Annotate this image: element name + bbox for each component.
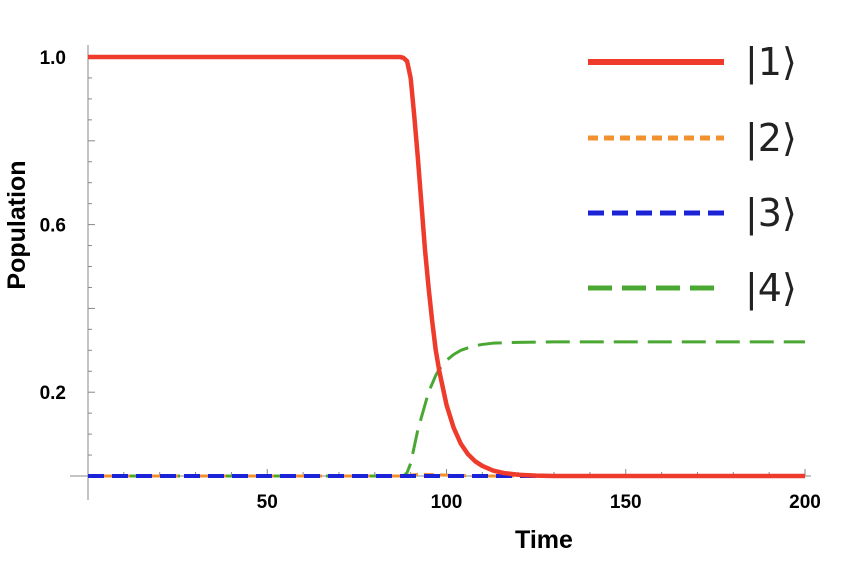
x-tick-label: 50 [257,492,278,513]
legend-label-2: |2⟩ [745,116,797,161]
legend-label-4: |4⟩ [745,266,797,311]
x-axis-title: Time [515,526,573,554]
y-axis-title: Population [3,160,31,289]
y-tick-label: 0.2 [40,383,66,404]
legend-label-1: |1⟩ [745,40,797,85]
series-lines [88,54,805,479]
legend: |1⟩ |2⟩ |3⟩ |4⟩ [588,40,797,311]
x-tick-label: 200 [789,492,821,513]
y-tick-label: 0.6 [40,216,66,237]
x-tick-label: 100 [431,492,463,513]
x-tick-label: 150 [610,492,642,513]
axes: 0.2 0.6 1.0 50 100 150 200 [40,45,821,513]
legend-label-3: |3⟩ [745,191,797,236]
y-tick-label: 1.0 [40,48,66,69]
series-line-1 [88,54,805,479]
